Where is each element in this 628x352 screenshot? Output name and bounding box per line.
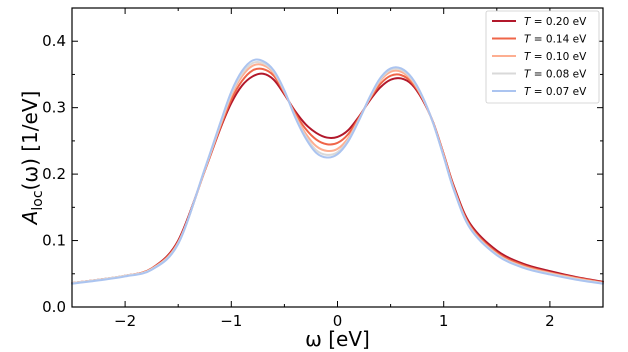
ticks-layer: [71, 8, 604, 308]
series-line-4: [71, 58, 604, 285]
y-axis-label-rest: (ω) [1/eV]: [18, 91, 42, 191]
y-axis-label: Aloc(ω) [1/eV]: [18, 91, 46, 227]
legend-box: [485, 10, 600, 104]
x-tick-label: 0: [333, 312, 343, 330]
y-tick-label: 0.0: [42, 298, 66, 316]
y-tick-label: 0.3: [42, 99, 66, 117]
y-axis-label-main: A: [18, 211, 42, 227]
y-axis-label-sub: loc: [30, 190, 46, 210]
x-tick-label: 1: [439, 312, 449, 330]
legend-label-4: T = 0.07 eV: [524, 86, 587, 98]
y-tick-label: 0.1: [42, 232, 66, 250]
x-tick-label: −1: [220, 312, 242, 330]
y-tick-labels: 0.0 0.1 0.2 0.3 0.4: [42, 32, 66, 316]
y-tick-label: 0.4: [42, 32, 66, 50]
series-layer: [71, 58, 604, 285]
legend-label-0: T = 0.20 eV: [524, 16, 587, 28]
series-line-0: [71, 72, 604, 285]
legend-label-3: T = 0.08 eV: [524, 69, 587, 81]
legend-label-2: T = 0.10 eV: [524, 51, 587, 63]
x-axis-label: ω [eV]: [305, 327, 370, 351]
legend-label-1: T = 0.14 eV: [524, 34, 587, 46]
x-tick-label: −2: [114, 312, 136, 330]
x-tick-label: 2: [545, 312, 555, 330]
legend: T = 0.20 eV T = 0.14 eV T = 0.10 eV T = 0.0…: [485, 10, 600, 104]
x-tick-labels: −2 −1 0 1 2: [114, 312, 555, 330]
y-tick-label: 0.2: [42, 165, 66, 183]
